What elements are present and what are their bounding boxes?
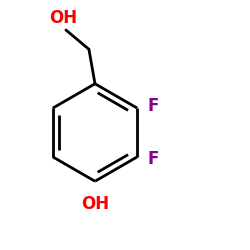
Text: F: F <box>147 96 158 114</box>
Text: OH: OH <box>81 195 109 213</box>
Text: OH: OH <box>50 10 78 28</box>
Text: F: F <box>147 150 158 169</box>
